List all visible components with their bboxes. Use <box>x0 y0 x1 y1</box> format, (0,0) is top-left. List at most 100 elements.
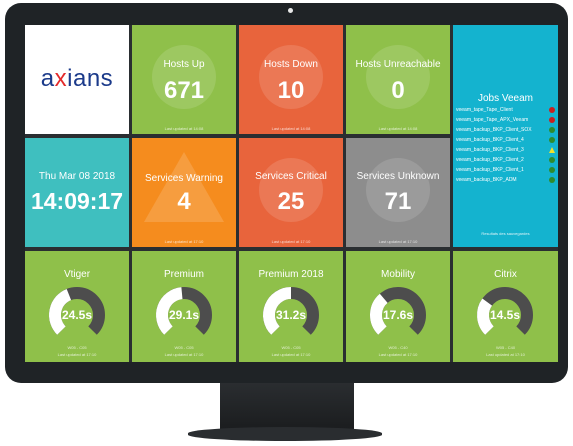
tile-label: Hosts Down <box>264 59 318 70</box>
gauge-range: W05 - C05 <box>67 345 87 350</box>
gauge-updated: Last updated at 17:10 <box>164 352 204 357</box>
services-warning-tile[interactable]: Services Warning 4 Last updated at 17:10 <box>132 138 236 247</box>
gauge-tile[interactable]: Citrix 14.5s W05 - C40 Last updated at 1… <box>453 251 558 362</box>
gauge-tile[interactable]: Premium 2018 31.2s W05 - C05 Last update… <box>239 251 343 362</box>
gauge-fill <box>156 287 183 335</box>
gauge-fill <box>49 288 72 335</box>
job-name: veeam_backup_BKP_Client_4 <box>456 137 524 143</box>
monitor-stand-base <box>188 427 382 441</box>
gauge-label: Citrix <box>494 269 517 280</box>
clock-time: 14:09:17 <box>30 188 124 214</box>
gauge-chart: 17.6s <box>370 287 426 335</box>
gauge-range: W05 - C05 <box>174 345 194 350</box>
job-name: veeam_backup_BKP_Client_SOX <box>456 127 532 133</box>
jobs-veeam-tile: Jobs Veeam veeam_tape_Tape_Client veeam_… <box>453 25 558 247</box>
hosts-down-tile[interactable]: Hosts Down 10 Last updated at 14:08 <box>239 25 343 134</box>
status-bg-icon <box>366 45 430 109</box>
gauge-label: Mobility <box>381 269 415 280</box>
gauge-chart: 31.2s <box>263 287 319 335</box>
camera-dot <box>288 8 293 13</box>
status-bg-icon <box>259 45 323 109</box>
tile-label: Hosts Up <box>163 59 205 70</box>
dashboard-screen: axians Hosts Up 671 Last updated at 14:0… <box>25 25 558 362</box>
gauge-value: 29.1s <box>169 308 199 322</box>
tile-value: 10 <box>277 77 305 104</box>
services-critical-tile[interactable]: Services Critical 25 Last updated at 17:… <box>239 138 343 247</box>
gauge-value: 17.6s <box>383 308 413 322</box>
gauge-value: 24.5s <box>62 308 92 322</box>
job-row[interactable]: veeam_tape_Tape_APX_Veeam <box>456 115 555 125</box>
jobs-list: veeam_tape_Tape_Client veeam_tape_Tape_A… <box>456 105 555 185</box>
gauge-value: 31.2s <box>276 308 306 322</box>
tile-value: 25 <box>277 188 305 215</box>
jobs-footer: Resultats des sauvegardes <box>481 231 530 236</box>
tile-updated: Last updated at 14:08 <box>271 126 311 131</box>
job-row[interactable]: veeam_backup_BKP_Client_4 <box>456 135 555 145</box>
gauge-chart: 29.1s <box>156 287 212 335</box>
error-icon <box>549 117 555 123</box>
status-bg-icon <box>366 158 430 222</box>
gauge-label: Vtiger <box>63 269 91 280</box>
gauge-range: W05 - C40 <box>495 345 516 350</box>
warning-bg-icon <box>144 152 224 222</box>
tile-updated: Last updated at 17:10 <box>271 239 311 244</box>
gauge-chart: 14.5s <box>477 287 533 335</box>
gauge-tile[interactable]: Vtiger 24.5s W05 - C05 Last updated at 1… <box>25 251 129 362</box>
gauge-tile[interactable]: Mobility 17.6s W05 - C40 Last updated at… <box>346 251 450 362</box>
ok-icon <box>549 167 555 173</box>
gauge-range: W05 - C40 <box>388 345 408 350</box>
job-row[interactable]: veeam_backup_BKP_Client_3 <box>456 145 555 155</box>
job-row[interactable]: veeam_backup_BKP_Client_2 <box>456 155 555 165</box>
clock-date: Thu Mar 08 2018 <box>38 171 116 182</box>
clock-tile: Thu Mar 08 2018 14:09:17 <box>25 138 129 247</box>
gauge-tile[interactable]: Premium 29.1s W05 - C05 Last updated at … <box>132 251 236 362</box>
tile-value: 671 <box>163 77 205 104</box>
gauge-fill <box>263 287 292 335</box>
tile-value: 71 <box>384 188 412 215</box>
logo-tile: axians <box>25 25 129 134</box>
ok-icon <box>549 127 555 133</box>
tile-label: Services Unknown <box>356 171 440 182</box>
tile-value: 4 <box>177 188 191 215</box>
gauge-label: Premium 2018 <box>258 269 324 280</box>
gauge-updated: Last updated at 17:10 <box>486 352 525 357</box>
hosts-up-tile[interactable]: Hosts Up 671 Last updated at 14:08 <box>132 25 236 134</box>
job-row[interactable]: veeam_backup_BKP_Client_SOX <box>456 125 555 135</box>
ok-icon <box>549 137 555 143</box>
status-bg-icon <box>152 45 216 109</box>
job-name: veeam_tape_Tape_APX_Veeam <box>456 117 529 123</box>
status-bg-icon <box>259 158 323 222</box>
hosts-unreachable-tile[interactable]: Hosts Unreachable 0 Last updated at 14:0… <box>346 25 450 134</box>
gauge-updated: Last updated at 17:10 <box>271 352 311 357</box>
tile-value: 0 <box>391 77 405 104</box>
services-unknown-tile[interactable]: Services Unknown 71 Last updated at 17:1… <box>346 138 450 247</box>
job-name: veeam_backup_BKP_Client_3 <box>456 147 524 153</box>
gauge-chart: 24.5s <box>49 287 105 335</box>
gauge-label: Premium <box>163 269 204 280</box>
gauge-value: 14.5s <box>490 308 520 322</box>
tile-updated: Last updated at 14:08 <box>378 126 418 131</box>
job-name: veeam_tape_Tape_Client <box>456 107 513 113</box>
gauge-updated: Last updated at 17:10 <box>378 352 418 357</box>
gauge-fill <box>477 298 495 335</box>
monitor-stand-neck <box>220 383 354 429</box>
gauge-fill <box>370 293 388 335</box>
tile-label: Hosts Unreachable <box>355 59 441 70</box>
ok-icon <box>549 177 555 183</box>
job-name: veeam_backup_BKP_Client_2 <box>456 157 524 163</box>
tile-label: Services Warning <box>145 173 223 184</box>
job-row[interactable]: veeam_tape_Tape_Client <box>456 105 555 115</box>
axians-logo: axians <box>40 65 114 92</box>
job-name: veeam_backup_BKP_ADM <box>456 177 517 183</box>
job-row[interactable]: veeam_backup_BKP_Client_1 <box>456 165 555 175</box>
tile-updated: Last updated at 14:08 <box>164 126 204 131</box>
gauge-range: W05 - C05 <box>281 345 301 350</box>
error-icon <box>549 107 555 113</box>
tile-label: Services Critical <box>255 171 327 182</box>
tile-updated: Last updated at 17:10 <box>164 239 204 244</box>
job-name: veeam_backup_BKP_Client_1 <box>456 167 524 173</box>
job-row[interactable]: veeam_backup_BKP_ADM <box>456 175 555 185</box>
ok-icon <box>549 157 555 163</box>
jobs-title: Jobs Veeam <box>477 93 534 104</box>
tile-updated: Last updated at 17:10 <box>378 239 418 244</box>
